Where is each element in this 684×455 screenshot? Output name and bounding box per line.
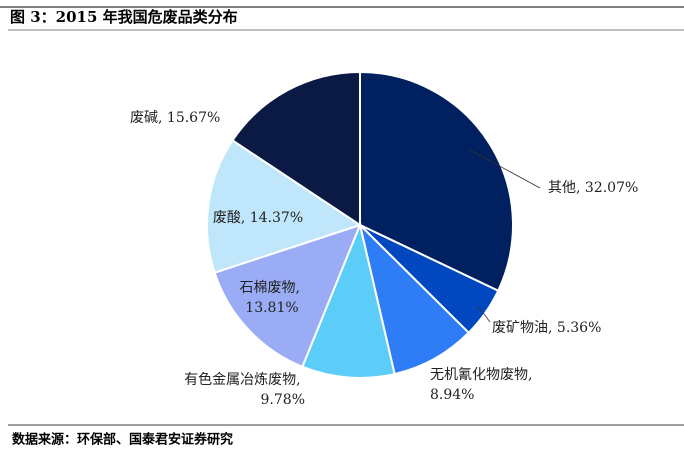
separator: , <box>296 372 305 388</box>
pie-slice <box>358 221 471 376</box>
slice-value: 9.78% <box>261 392 305 408</box>
slice-name: 石棉废物 <box>240 279 296 296</box>
slice-label: 废碱, 15.67% <box>130 110 220 126</box>
separator: , <box>548 320 557 336</box>
separator: , <box>296 280 305 296</box>
slice-label: 无机氰化物废物, 8.94% <box>430 367 537 403</box>
slice-value: 15.67% <box>167 110 220 126</box>
slice-label: 废矿物油, 5.36% <box>492 320 601 336</box>
slice-label: 废酸, 14.37% <box>213 210 303 226</box>
leader-line <box>469 149 541 189</box>
separator: , <box>158 110 167 126</box>
chart-title: 图 3：2015 年我国危废品类分布 <box>10 8 238 26</box>
pie-slice <box>231 70 361 227</box>
slice-value: 8.94% <box>430 387 474 403</box>
pie-slice <box>213 223 362 369</box>
slice-name: 其他 <box>548 180 576 196</box>
slice-name: 废酸 <box>213 210 241 226</box>
leader-line <box>477 305 491 323</box>
slice-value: 5.36% <box>557 320 601 336</box>
slice-name: 有色金属冶炼废物 <box>184 371 296 388</box>
slice-label: 有色金属冶炼废物, 9.78% <box>184 371 305 408</box>
pie-slice <box>301 221 396 379</box>
separator: , <box>241 210 250 226</box>
slice-name: 无机氰化物废物 <box>430 367 528 383</box>
slice-name: 废碱 <box>130 110 158 126</box>
separator: , <box>576 180 585 196</box>
pie-slice <box>206 138 363 274</box>
slice-value: 13.81% <box>245 300 298 316</box>
slice-value: 14.37% <box>250 210 303 226</box>
source: 数据来源：环保部、国泰君安证券研究 <box>12 432 233 448</box>
slice-name: 废矿物油 <box>492 320 548 336</box>
slice-value: 32.07% <box>585 180 638 196</box>
pie-slice <box>359 70 514 293</box>
slice-label: 其他, 32.07% <box>548 180 638 196</box>
slice-label: 石棉废物, 13.81% <box>240 279 305 316</box>
separator: , <box>528 367 537 383</box>
